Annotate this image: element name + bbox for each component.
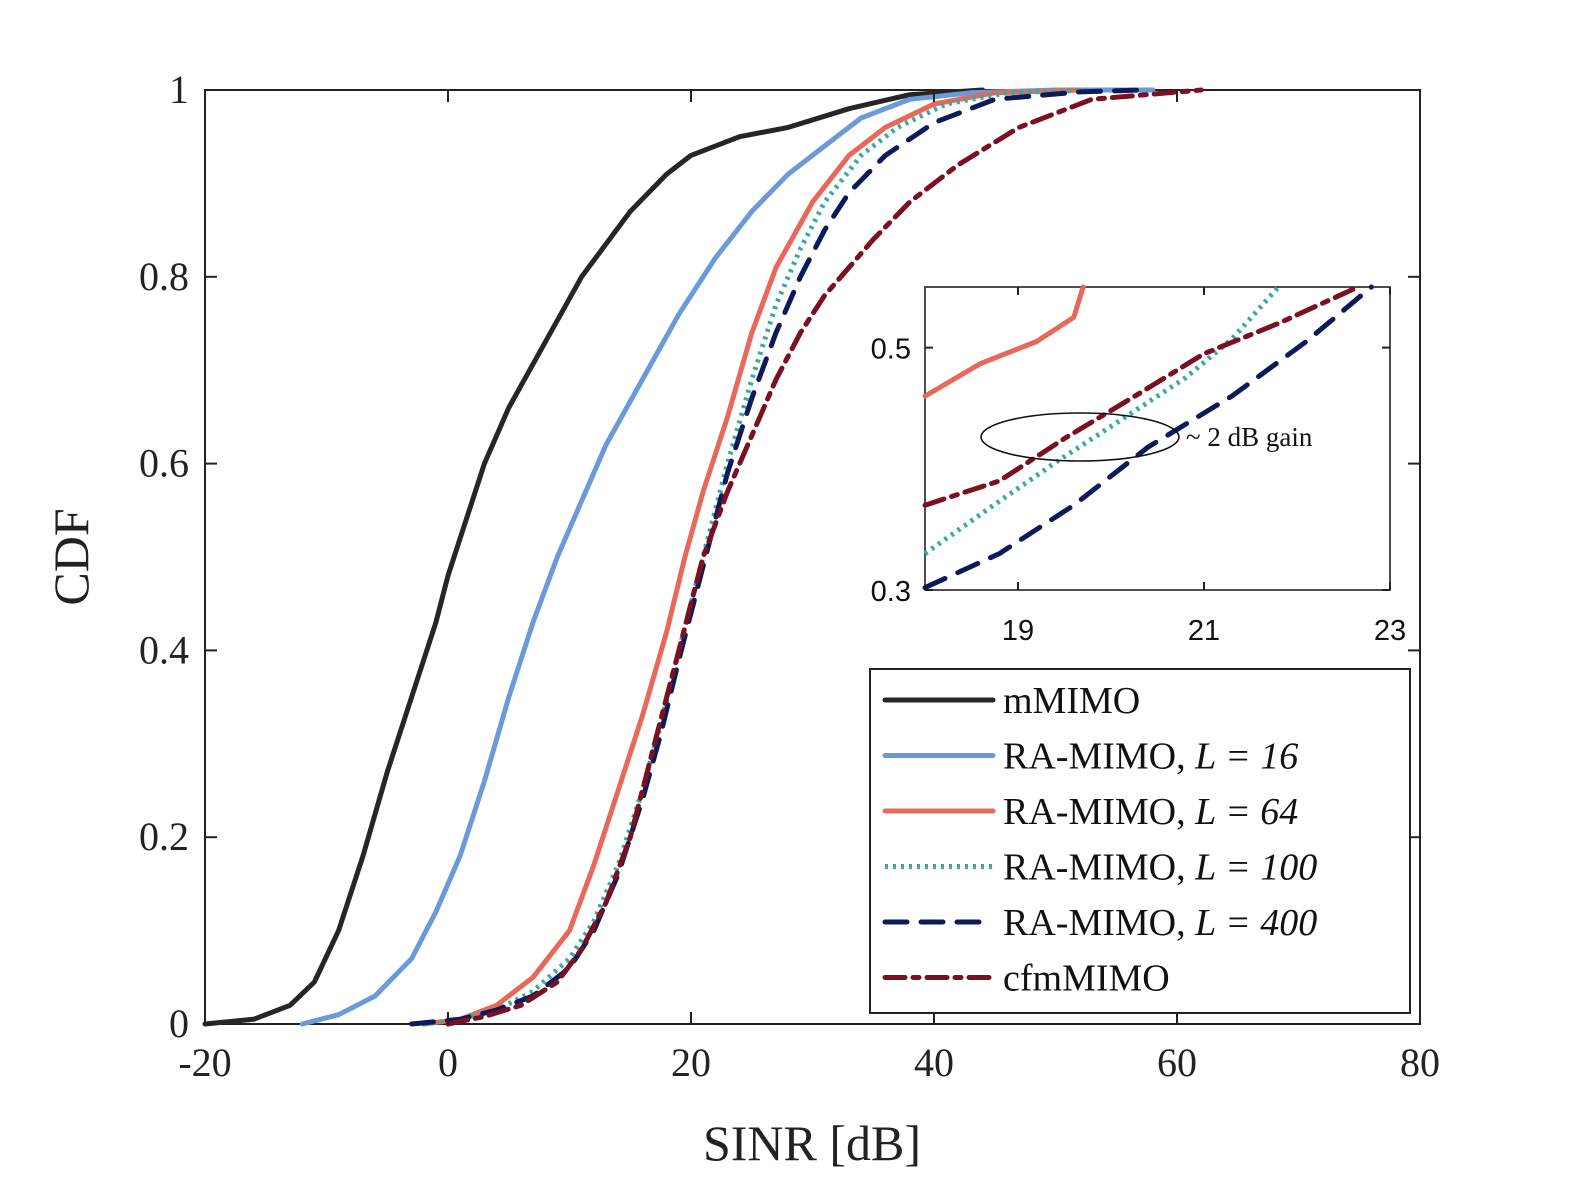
legend-label-text: mMIMO [1003, 680, 1140, 722]
legend-label-mmimo: mMIMO [1003, 680, 1140, 722]
x-tick-label: 80 [1400, 1040, 1440, 1085]
legend-label-text: RA-MIMO, [1003, 791, 1195, 833]
inset-y-tick-label: 0.3 [871, 576, 911, 608]
series-line-ra-mimo-l-400 [409, 87, 1144, 1027]
legend-label-text: RA-MIMO, [1003, 736, 1195, 778]
legend-box [869, 668, 1411, 1014]
y-axis-label: CDF [43, 508, 99, 605]
inset-series-line-cfmmimo [922, 286, 1356, 508]
legend-label-ra-mimo-l-400: RA-MIMO, L = 400 [1003, 902, 1317, 944]
legend-label-text: RA-MIMO, [1003, 902, 1195, 944]
legend-label-text: cfmMIMO [1003, 958, 1170, 1000]
gain-annotation: ~ 2 dB gain [1186, 422, 1313, 452]
y-tick-label: 0.4 [139, 627, 189, 672]
legend-label-math: L = 64 [1194, 791, 1298, 833]
x-axis-label: SINR [dB] [703, 1115, 921, 1171]
legend-label-ra-mimo-l-16: RA-MIMO, L = 16 [1003, 736, 1298, 778]
legend-label-math: L = 400 [1194, 902, 1317, 944]
inset-axis-ticks: 19 21 23 0.3 0.5 [871, 287, 1406, 647]
y-tick-label: 0.8 [139, 254, 189, 299]
legend-label-text: RA-MIMO, [1003, 847, 1195, 889]
inset-x-tick-label: 19 [1002, 615, 1034, 647]
legend-label-math: L = 16 [1194, 736, 1298, 778]
inset-series-line-ra-mimo-l-400 [922, 284, 1374, 591]
x-tick-label: 20 [671, 1040, 711, 1085]
series-line-cfmmimo [445, 87, 1204, 1027]
inset-series-line-ra-mimo-l-64 [922, 284, 1086, 399]
x-tick-label: 40 [914, 1040, 954, 1085]
x-tick-label: 60 [1157, 1040, 1197, 1085]
inset-plot-area [924, 286, 1391, 591]
legend-label-math: L = 100 [1194, 847, 1317, 889]
gain-ellipse [980, 412, 1180, 462]
y-tick-label: 0.2 [139, 814, 189, 859]
y-tick-label: 0 [169, 1001, 189, 1046]
main-series-group [202, 87, 1204, 1027]
inset-series-group [922, 284, 1374, 591]
series-line-ra-mimo-l-64 [421, 87, 1083, 1027]
legend-label-ra-mimo-l-64: RA-MIMO, L = 64 [1003, 791, 1298, 833]
series-line-ra-mimo-l-16 [299, 87, 1156, 1027]
y-tick-label: 0.6 [139, 441, 189, 486]
legend-label-ra-mimo-l-100: RA-MIMO, L = 100 [1003, 847, 1317, 889]
series-line-mmimo [202, 87, 986, 1027]
x-tick-label: -20 [178, 1040, 231, 1085]
inset-x-tick-label: 21 [1188, 615, 1220, 647]
inset-x-tick-label: 23 [1374, 615, 1406, 647]
inset-y-tick-label: 0.5 [871, 334, 911, 366]
legend-label-cfmmimo: cfmMIMO [1003, 958, 1170, 1000]
x-tick-label: 0 [438, 1040, 458, 1085]
y-tick-label: 1 [169, 67, 189, 112]
